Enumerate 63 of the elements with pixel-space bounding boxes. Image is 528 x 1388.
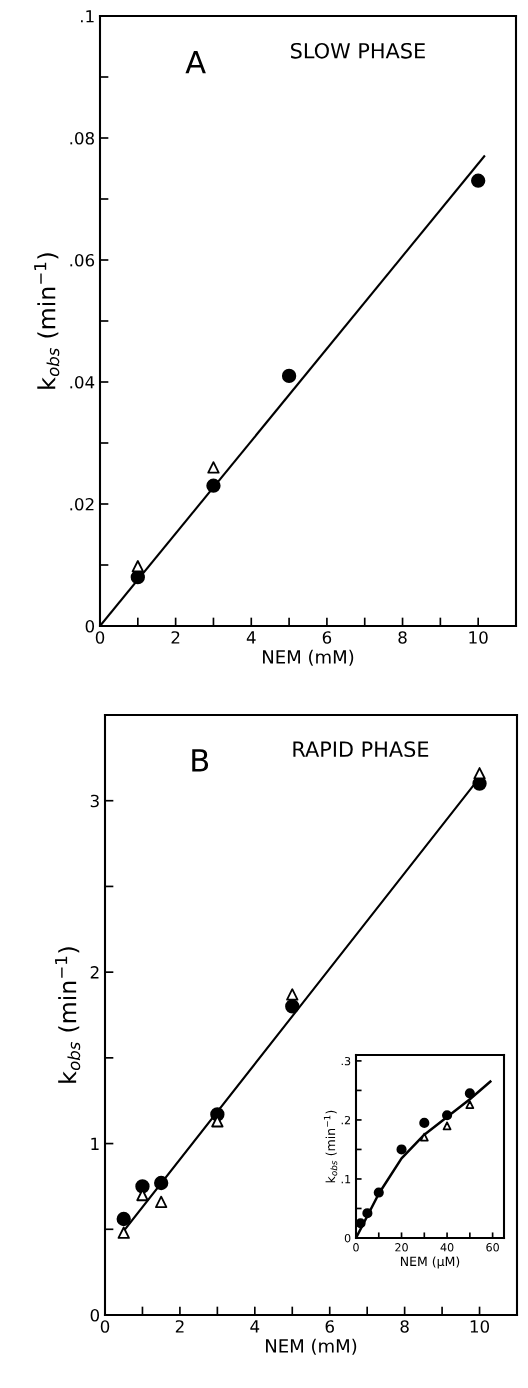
point: [464, 1088, 475, 1099]
point: [465, 1100, 475, 1109]
point: [135, 1179, 150, 1194]
y-tick-label: .02: [70, 497, 94, 511]
point: [471, 173, 486, 188]
point: [281, 368, 297, 384]
point: [362, 1208, 373, 1219]
x-tick-label: 2: [171, 631, 180, 644]
x-tick-label: 40: [440, 1243, 454, 1252]
point: [155, 1195, 168, 1208]
y-tick-label: 2: [90, 966, 99, 979]
annotation: A: [185, 50, 206, 74]
point: [419, 1132, 429, 1142]
point: [419, 1117, 430, 1128]
y-tick-label: 3: [90, 794, 99, 808]
point: [117, 1226, 130, 1239]
point: [116, 1211, 131, 1227]
point: [442, 1110, 453, 1121]
point: [131, 560, 144, 573]
point: [442, 1121, 452, 1131]
annotation: B: [192, 749, 209, 772]
x-tick-label: 8: [400, 1320, 409, 1333]
text: RAPID PHASE: [293, 741, 429, 758]
point: [356, 1218, 366, 1229]
point: [373, 1187, 384, 1198]
y-axis-title: k$_{obs}$ (min$^{−1}$): [34, 253, 60, 389]
point: [473, 767, 486, 780]
y-axis-title: k$_{obs}$ (min$^{−1}$): [323, 1110, 338, 1183]
point: [285, 999, 300, 1014]
x-tick-label: 8: [398, 631, 407, 644]
y-tick-label: 0: [344, 1233, 351, 1243]
y-tick-label: .08: [70, 131, 94, 145]
y-tick-label: .1: [341, 1175, 351, 1184]
x-axis-title: NEM (μM): [400, 1256, 460, 1269]
text: SLOW PHASE: [291, 42, 425, 59]
y-tick-label: .06: [70, 253, 95, 267]
x-tick-label: 6: [322, 631, 332, 644]
x-tick-label: 10: [469, 631, 488, 644]
x-tick-label: 20: [395, 1243, 408, 1252]
x-tick-label: 60: [486, 1243, 499, 1252]
x-tick-label: 6: [325, 1320, 334, 1333]
y-tick-label: .3: [341, 1056, 351, 1066]
point: [206, 478, 221, 493]
point: [207, 461, 220, 474]
y-axis-title: k$_{obs}$ (min$^{−1}$): [55, 947, 81, 1083]
x-tick-label: 4: [250, 1320, 260, 1333]
y-tick-label: .04: [70, 375, 95, 389]
y-tick-label: 0: [90, 1308, 100, 1322]
x-tick-label: 0: [100, 1320, 110, 1333]
point: [286, 988, 299, 1001]
point: [130, 570, 145, 585]
x-tick-label: 0: [353, 1243, 359, 1252]
x-tick-label: 4: [246, 631, 256, 644]
x-axis-title: NEM (mM): [263, 649, 354, 666]
point: [396, 1144, 407, 1155]
x-tick-label: 10: [470, 1320, 490, 1333]
y-tick-label: 0: [85, 619, 95, 633]
x-tick-label: 2: [175, 1320, 184, 1333]
point: [154, 1175, 169, 1191]
y-tick-label: .2: [341, 1115, 351, 1125]
y-tick-label: .1: [81, 10, 94, 23]
y-tick-label: 1: [91, 1137, 99, 1150]
x-axis-title: NEM (mM): [266, 1338, 357, 1355]
